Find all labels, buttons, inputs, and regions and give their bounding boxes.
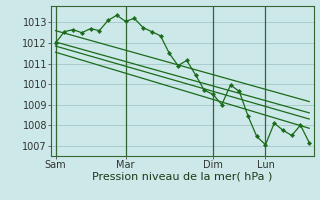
- X-axis label: Pression niveau de la mer( hPa ): Pression niveau de la mer( hPa ): [92, 172, 273, 182]
